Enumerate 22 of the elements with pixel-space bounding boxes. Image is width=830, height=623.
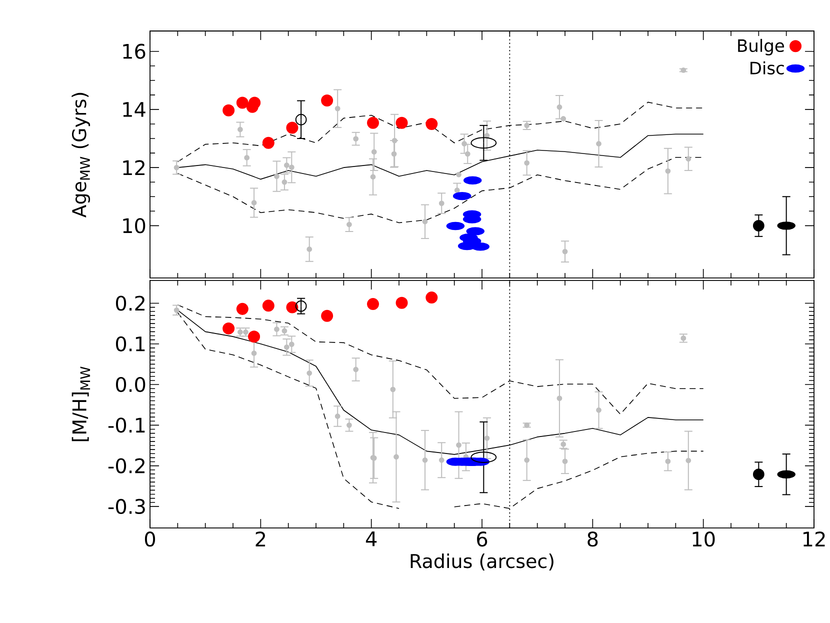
x-tick-label: 12 bbox=[803, 532, 825, 546]
y-tick-label: -0.1 bbox=[108, 418, 145, 433]
y-tick-label: 16 bbox=[123, 44, 146, 59]
y-tick-label: -0.2 bbox=[108, 458, 144, 474]
x-tick-label: 2 bbox=[256, 532, 266, 546]
y-tick-label: 0.1 bbox=[116, 336, 145, 352]
legend-label: Bulge bbox=[738, 38, 784, 56]
x-tick-label: 8 bbox=[588, 532, 598, 547]
y-tick-label: 0.0 bbox=[116, 376, 146, 392]
x-tick-label: 10 bbox=[692, 532, 715, 547]
y-tick-label: 12 bbox=[123, 160, 144, 175]
y-tick-label: 14 bbox=[123, 102, 146, 117]
y-tick-label: 10 bbox=[123, 218, 146, 234]
x-tick-label: 4 bbox=[366, 532, 377, 546]
x-axis-title: Radius (arcsec) bbox=[410, 554, 554, 570]
y-axis-title: Age$_{MW}$ (Gyrs) bbox=[72, 92, 90, 218]
y-tick-label: -0.3 bbox=[108, 498, 145, 514]
y-axis-title: [M/H]$_{MW}$ bbox=[72, 366, 90, 442]
x-tick-label: 0 bbox=[144, 532, 156, 547]
legend-label: Disc bbox=[750, 61, 784, 74]
y-tick-label: 0.2 bbox=[116, 296, 144, 311]
x-tick-label: 6 bbox=[477, 532, 488, 547]
